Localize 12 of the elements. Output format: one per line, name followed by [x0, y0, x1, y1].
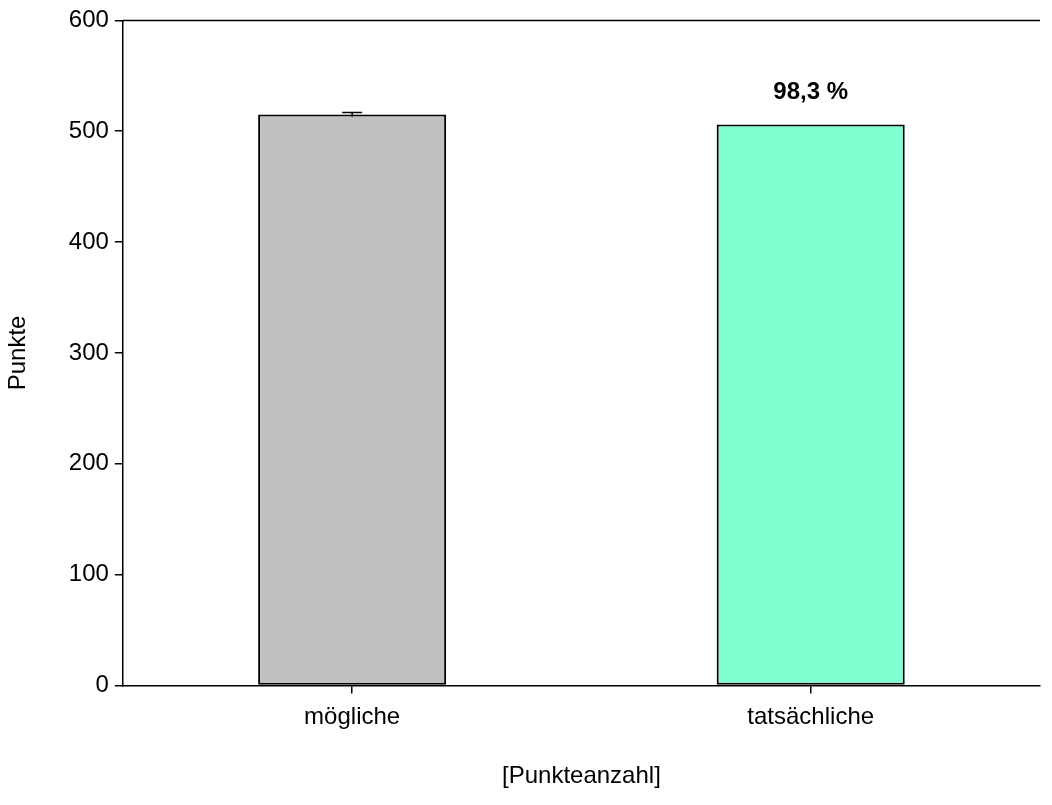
y-tick-label: 100 — [68, 559, 109, 587]
x-axis-title: [Punkteanzahl] — [502, 761, 661, 789]
y-tick-label: 400 — [68, 226, 109, 254]
annotation: 98,3 % — [773, 77, 849, 105]
y-tick-label: 600 — [68, 5, 109, 33]
y-axis-title: Punkte — [3, 315, 31, 391]
y-tick-label: 300 — [68, 337, 109, 365]
y-tick-label: 500 — [68, 115, 109, 143]
x-tick-label: tatsächliche — [747, 702, 875, 730]
y-tick-label: 0 — [95, 670, 109, 698]
y-tick-label: 200 — [68, 448, 109, 476]
x-tick-label: mögliche — [304, 702, 401, 730]
